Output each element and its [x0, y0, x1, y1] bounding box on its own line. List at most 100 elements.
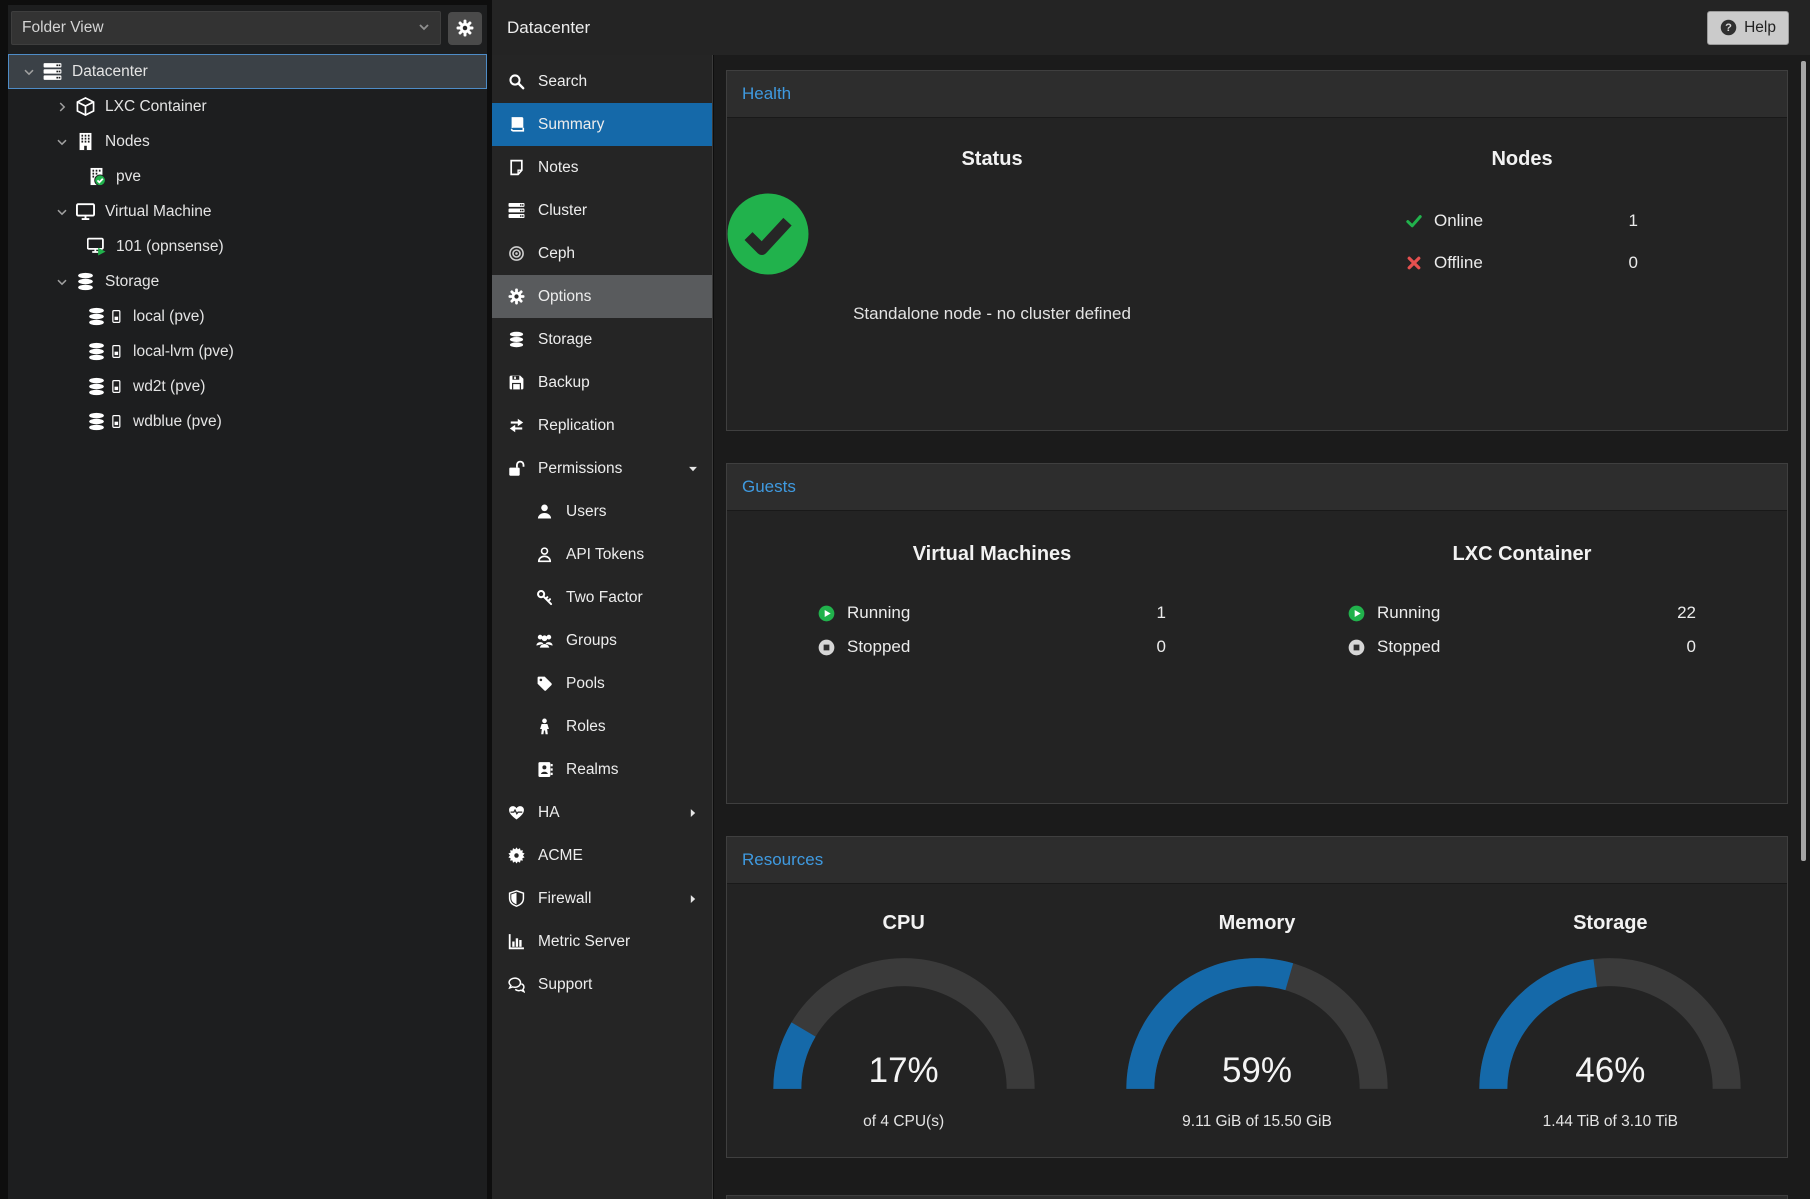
- content-area: Health Status Standalone node - no clust…: [714, 55, 1810, 1199]
- note-icon: [508, 159, 525, 176]
- menu-item-ceph[interactable]: Ceph: [492, 232, 712, 275]
- guest-row-value: 22: [1677, 603, 1696, 623]
- tree-row-nodes[interactable]: Nodes: [8, 124, 487, 159]
- acme-icon: [508, 847, 525, 864]
- resource-tree: Datacenter LXC Container Nodes pve Virtu…: [8, 54, 487, 439]
- node-status-label: Online: [1434, 211, 1483, 231]
- tree-expanded-icon[interactable]: [54, 204, 76, 220]
- menu-item-permissions[interactable]: Permissions: [492, 447, 712, 490]
- database-icon: [508, 331, 525, 348]
- caret-right-icon: [686, 892, 700, 906]
- tree-row-storage[interactable]: Storage: [8, 264, 487, 299]
- menu-item-two-factor[interactable]: Two Factor: [492, 576, 712, 619]
- menu-item-summary[interactable]: Summary: [492, 103, 712, 146]
- tree-expanded-icon[interactable]: [54, 274, 76, 290]
- tree-row-virtual-machine[interactable]: Virtual Machine: [8, 194, 487, 229]
- menu-item-pools[interactable]: Pools: [492, 662, 712, 705]
- database-icon: [87, 342, 106, 361]
- menu-item-backup[interactable]: Backup: [492, 361, 712, 404]
- menu-item-api-tokens[interactable]: API Tokens: [492, 533, 712, 576]
- tree-expanded-icon[interactable]: [54, 134, 76, 150]
- gauge-detail: 9.11 GiB of 15.50 GiB: [1080, 1113, 1433, 1131]
- node-status-value: 0: [1629, 253, 1638, 273]
- view-selector-dropdown[interactable]: Folder View: [11, 11, 441, 45]
- unlock-icon: [508, 460, 525, 477]
- menu-item-acme[interactable]: ACME: [492, 834, 712, 877]
- tree-row-label: Datacenter: [72, 63, 148, 81]
- guests-column-virtual-machines: Virtual Machines Running 1 Stopped 0: [727, 511, 1257, 803]
- nodes-heading: Nodes: [1257, 118, 1787, 171]
- tree-row-label: local-lvm (pve): [133, 343, 234, 361]
- menu-item-label: ACME: [538, 847, 583, 865]
- menu-item-groups[interactable]: Groups: [492, 619, 712, 662]
- gauge-cpu: CPU 17% of 4 CPU(s): [727, 884, 1080, 1131]
- gauge-percent: 46%: [1470, 1051, 1750, 1091]
- summary-book-icon: [508, 116, 525, 133]
- users-icon: [536, 632, 553, 649]
- tree-settings-button[interactable]: [448, 12, 482, 45]
- tree-row-wd2t-pve[interactable]: wd2t (pve): [8, 369, 487, 404]
- address-book-icon: [536, 761, 553, 778]
- menu-item-label: HA: [538, 804, 560, 822]
- tree-row-wdblue-pve[interactable]: wdblue (pve): [8, 404, 487, 439]
- menu-item-realms[interactable]: Realms: [492, 748, 712, 791]
- menu-item-firewall[interactable]: Firewall: [492, 877, 712, 920]
- database-icon: [87, 307, 106, 326]
- menu-item-metric-server[interactable]: Metric Server: [492, 920, 712, 963]
- svg-text:?: ?: [1725, 22, 1732, 34]
- nodes-rows: Online 1 Offline 0: [1406, 211, 1638, 273]
- tree-collapsed-icon[interactable]: [54, 99, 76, 115]
- tree-row-pve[interactable]: pve: [8, 159, 487, 194]
- datacenter-menu: Search Summary Notes Cluster Ceph Option…: [492, 55, 713, 1199]
- guest-row-running: Running 22: [1348, 600, 1696, 626]
- menu-item-options[interactable]: Options: [492, 275, 712, 318]
- tree-row-label: local (pve): [133, 308, 205, 326]
- nodes-status-block: Nodes Online 1 Offline 0: [1257, 118, 1787, 430]
- gauge-detail: 1.44 TiB of 3.10 TiB: [1434, 1113, 1787, 1131]
- tree-row-local-lvm-pve[interactable]: local-lvm (pve): [8, 334, 487, 369]
- tree-row-101-opnsense[interactable]: 101 (opnsense): [8, 229, 487, 264]
- menu-item-roles[interactable]: Roles: [492, 705, 712, 748]
- tree-row-label: 101 (opnsense): [116, 238, 224, 256]
- vertical-scrollbar[interactable]: [1801, 61, 1806, 861]
- caret-down-icon: [686, 462, 700, 476]
- menu-item-label: Ceph: [538, 245, 575, 263]
- menu-item-search[interactable]: Search: [492, 60, 712, 103]
- menu-item-notes[interactable]: Notes: [492, 146, 712, 189]
- guests-column-lxc-container: LXC Container Running 22 Stopped 0: [1257, 511, 1787, 803]
- help-button[interactable]: ? Help: [1707, 11, 1789, 45]
- check-icon: [1406, 213, 1422, 229]
- tree-row-local-pve[interactable]: local (pve): [8, 299, 487, 334]
- menu-item-label: Users: [566, 503, 606, 521]
- search-icon: [508, 73, 525, 90]
- guest-row-stopped: Stopped 0: [818, 634, 1166, 660]
- guest-row-label: Stopped: [1377, 637, 1440, 657]
- tree-expanded-icon[interactable]: [21, 64, 43, 80]
- menu-item-storage[interactable]: Storage: [492, 318, 712, 361]
- replication-icon: [508, 417, 525, 434]
- tree-row-label: LXC Container: [105, 98, 207, 116]
- menu-item-support[interactable]: Support: [492, 963, 712, 1006]
- tree-row-label: wdblue (pve): [133, 413, 222, 431]
- menu-item-ha[interactable]: HA: [492, 791, 712, 834]
- menu-item-label: Summary: [538, 116, 604, 134]
- menu-item-label: Support: [538, 976, 592, 994]
- tree-row-lxc-container[interactable]: LXC Container: [8, 89, 487, 124]
- menu-item-label: Groups: [566, 632, 617, 650]
- status-heading: Status: [727, 118, 1257, 171]
- play-circle-icon: [1348, 605, 1365, 622]
- menu-item-users[interactable]: Users: [492, 490, 712, 533]
- tree-row-datacenter[interactable]: Datacenter: [8, 54, 487, 89]
- menu-item-label: Pools: [566, 675, 605, 693]
- menu-item-cluster[interactable]: Cluster: [492, 189, 712, 232]
- menu-item-label: Permissions: [538, 460, 622, 478]
- floppy-icon: [508, 374, 525, 391]
- monitor-running-icon: [87, 237, 106, 256]
- gauge-percent: 17%: [764, 1051, 1044, 1091]
- menu-item-replication[interactable]: Replication: [492, 404, 712, 447]
- node-status-value: 1: [1629, 211, 1638, 231]
- building-check-icon: [87, 167, 106, 186]
- gear-icon: [508, 288, 525, 305]
- guest-row-value: 1: [1157, 603, 1166, 623]
- guests-panel-header: Guests: [727, 464, 1787, 511]
